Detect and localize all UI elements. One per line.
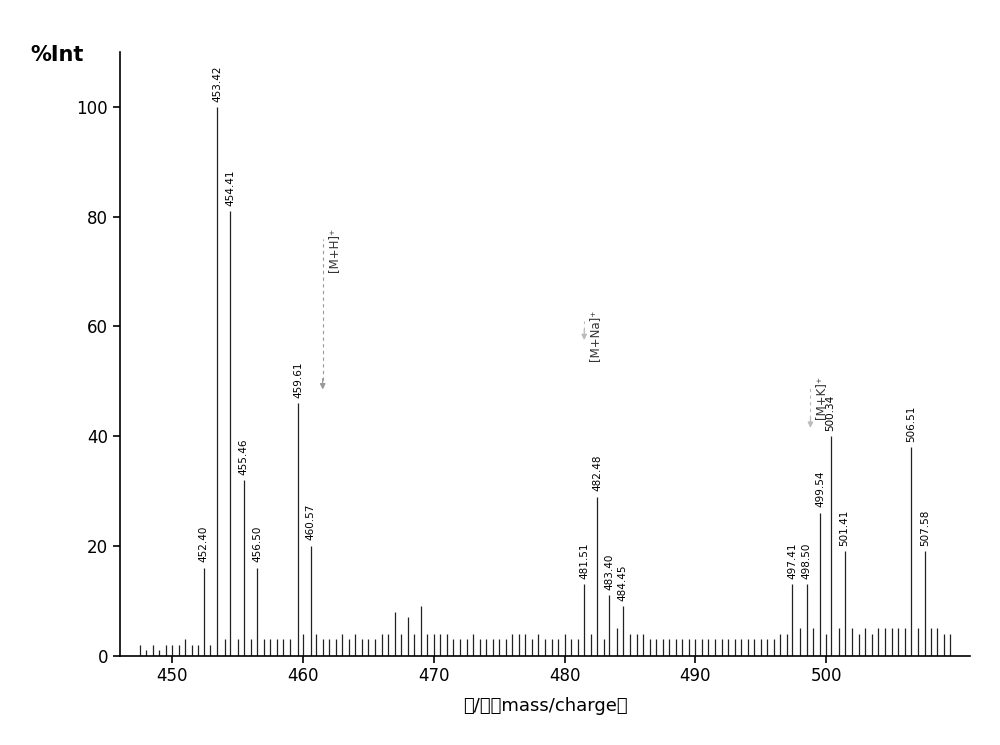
Text: 456.50: 456.50: [252, 526, 262, 562]
Text: [M+Na]⁺: [M+Na]⁺: [588, 310, 601, 361]
Text: 500.34: 500.34: [826, 394, 836, 431]
Text: 453.42: 453.42: [212, 65, 222, 101]
Text: 452.40: 452.40: [199, 526, 209, 562]
Text: 499.54: 499.54: [815, 471, 825, 507]
Text: 507.58: 507.58: [920, 510, 930, 546]
Text: 481.51: 481.51: [579, 542, 589, 579]
Text: 460.57: 460.57: [306, 504, 316, 540]
Text: 482.48: 482.48: [592, 454, 602, 491]
Text: 484.45: 484.45: [618, 564, 628, 600]
Text: 459.61: 459.61: [293, 361, 303, 398]
Text: %Int: %Int: [30, 45, 83, 65]
X-axis label: 质/荷（mass/charge）: 质/荷（mass/charge）: [463, 697, 627, 714]
Text: 498.50: 498.50: [802, 542, 812, 579]
Text: 455.46: 455.46: [239, 438, 249, 475]
Text: 497.41: 497.41: [787, 542, 797, 579]
Text: [M+H]⁺: [M+H]⁺: [327, 228, 340, 272]
Text: 483.40: 483.40: [604, 554, 614, 590]
Text: [M+K]⁺: [M+K]⁺: [814, 375, 827, 419]
Text: 454.41: 454.41: [225, 169, 235, 206]
Text: 501.41: 501.41: [840, 510, 850, 546]
Text: 506.51: 506.51: [906, 405, 916, 442]
